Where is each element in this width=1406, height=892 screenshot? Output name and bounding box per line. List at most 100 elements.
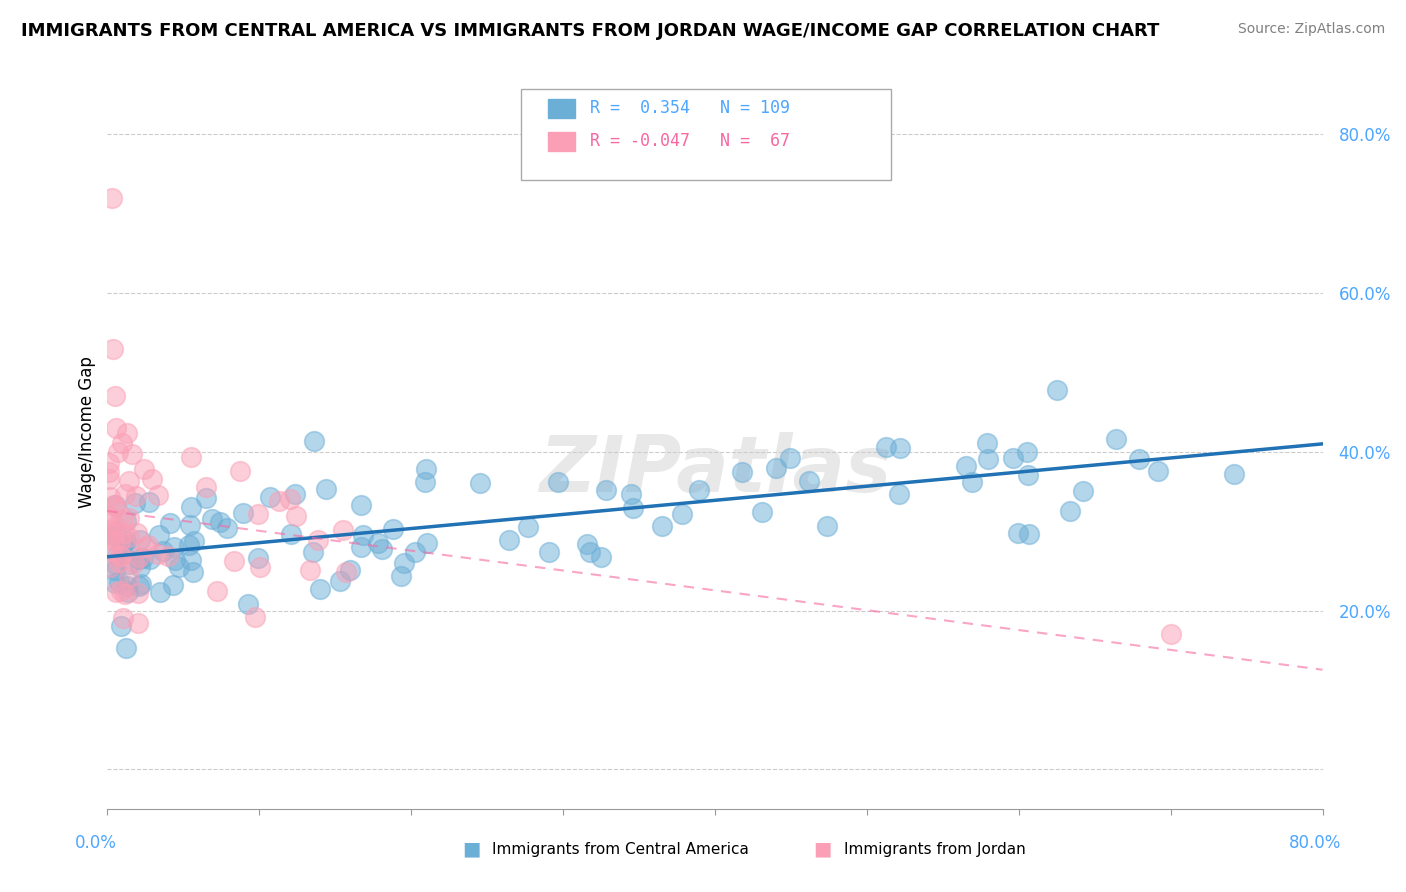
Point [111, 535, 134, 549]
Point [125, 489, 148, 503]
Point [1059, 503, 1081, 517]
Point [875, 440, 897, 454]
Point [101, 191, 124, 205]
Point [104, 499, 127, 513]
Point [105, 421, 128, 435]
Point [236, 597, 259, 611]
Point [1160, 627, 1182, 641]
Point [179, 538, 201, 552]
Point [887, 487, 910, 501]
Point [104, 519, 127, 533]
Point [146, 488, 169, 502]
Point [152, 544, 174, 558]
Point [128, 551, 150, 566]
Point [103, 533, 125, 547]
Point [389, 568, 412, 582]
Point [352, 527, 374, 541]
Text: R =  0.354   N = 109: R = 0.354 N = 109 [589, 99, 790, 117]
Point [115, 426, 138, 441]
Point [98, 465, 121, 479]
Point [112, 547, 135, 561]
Point [114, 487, 136, 501]
Point [259, 490, 281, 504]
Point [315, 482, 337, 496]
Point [671, 508, 693, 522]
Point [1128, 452, 1150, 467]
Point [1104, 432, 1126, 446]
Point [169, 560, 191, 574]
Point [112, 525, 135, 540]
Point [149, 585, 172, 599]
Point [118, 474, 141, 488]
Text: Source: ZipAtlas.com: Source: ZipAtlas.com [1237, 22, 1385, 37]
Point [404, 544, 426, 558]
Point [129, 533, 152, 548]
Point [589, 549, 612, 564]
Point [148, 528, 170, 542]
Point [108, 574, 131, 589]
Point [98, 523, 121, 537]
Point [1001, 450, 1024, 465]
Point [157, 549, 180, 563]
Point [132, 551, 155, 566]
Point [180, 500, 202, 515]
Point [1046, 383, 1069, 397]
Text: R = -0.047   N =  67: R = -0.047 N = 67 [589, 132, 790, 151]
Point [285, 509, 308, 524]
Point [298, 563, 321, 577]
Point [243, 610, 266, 624]
Point [955, 458, 977, 473]
Point [104, 585, 127, 599]
Point [217, 521, 239, 535]
Point [134, 462, 156, 476]
Point [415, 462, 437, 476]
Point [976, 435, 998, 450]
Point [110, 619, 132, 633]
Point [111, 436, 134, 450]
Point [329, 574, 352, 588]
Point [98, 560, 121, 574]
Point [128, 550, 150, 565]
Point [112, 611, 135, 625]
Point [301, 545, 323, 559]
Point [165, 553, 187, 567]
Point [103, 499, 125, 513]
Text: ■: ■ [461, 839, 481, 859]
Point [180, 552, 202, 566]
Point [205, 584, 228, 599]
Point [110, 584, 132, 599]
Point [97, 472, 120, 486]
Point [139, 552, 162, 566]
Point [127, 586, 149, 600]
Point [183, 533, 205, 548]
Point [118, 530, 141, 544]
Text: 0.0%: 0.0% [75, 834, 117, 852]
Point [115, 534, 138, 549]
Point [1007, 525, 1029, 540]
Point [110, 549, 132, 563]
Point [159, 516, 181, 530]
Point [117, 584, 139, 599]
Point [977, 451, 1000, 466]
Point [222, 554, 245, 568]
Point [107, 445, 129, 459]
Point [339, 563, 361, 577]
Point [122, 556, 145, 570]
Text: 80.0%: 80.0% [1288, 834, 1341, 852]
Y-axis label: Wage/Income Gap: Wage/Income Gap [79, 356, 96, 508]
Point [335, 566, 357, 580]
Point [103, 342, 125, 356]
Point [124, 496, 146, 510]
Point [138, 494, 160, 508]
Point [208, 515, 231, 529]
Point [651, 518, 673, 533]
Point [280, 527, 302, 541]
Point [765, 460, 787, 475]
Point [195, 480, 218, 494]
Point [98, 456, 121, 470]
Point [350, 540, 373, 554]
Point [97, 509, 120, 524]
Point [104, 530, 127, 544]
Point [97, 533, 120, 547]
Point [180, 450, 202, 464]
